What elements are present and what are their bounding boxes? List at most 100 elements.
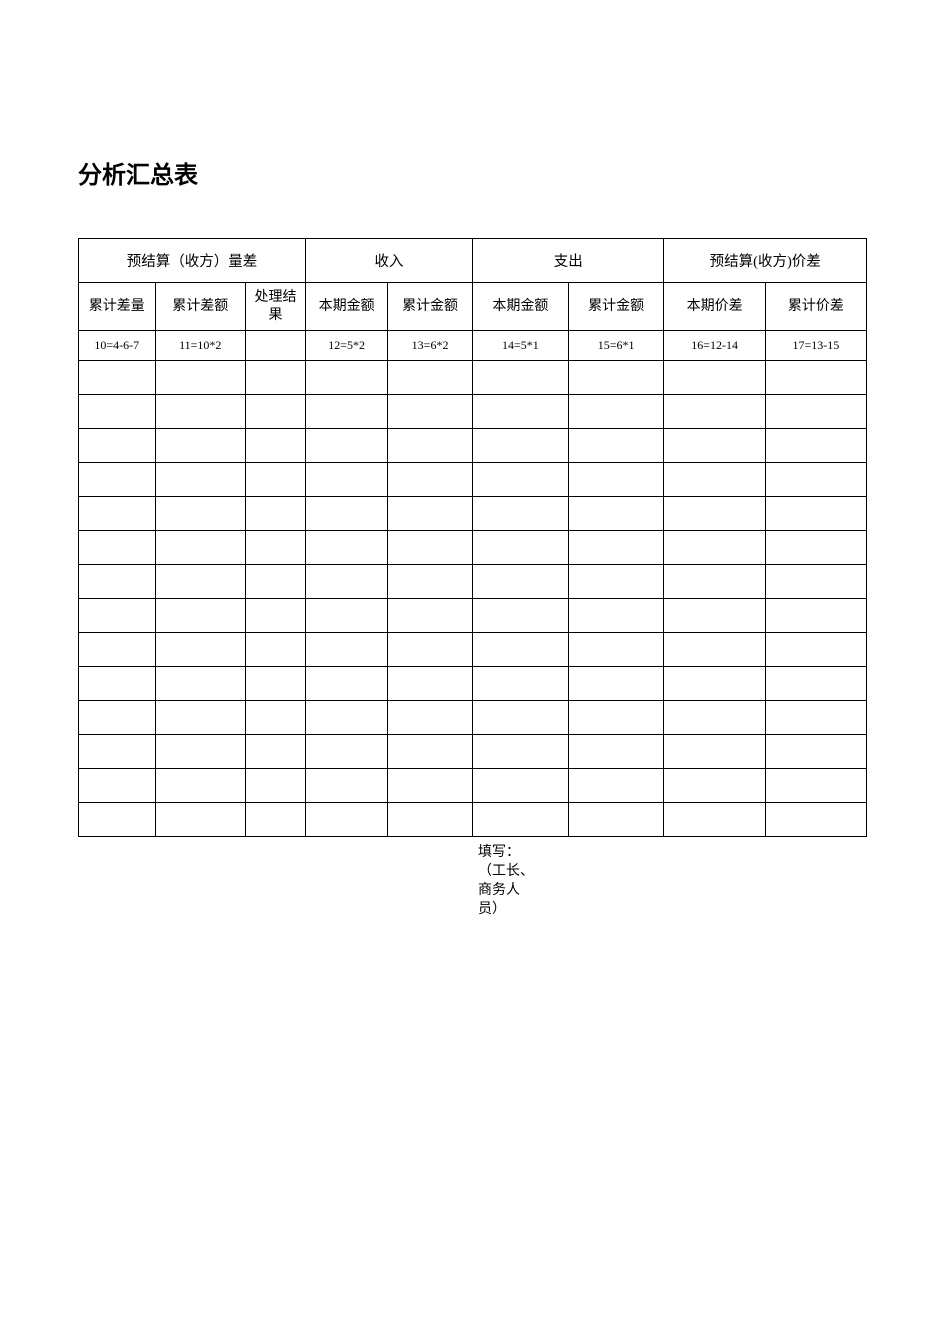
- table-cell: [245, 633, 305, 667]
- table-row: [79, 361, 867, 395]
- table-row: [79, 633, 867, 667]
- formula-cell: [245, 331, 305, 361]
- table-cell: [388, 667, 473, 701]
- table-row: [79, 497, 867, 531]
- table-cell: [664, 599, 765, 633]
- table-cell: [79, 361, 156, 395]
- table-cell: [388, 361, 473, 395]
- table-cell: [306, 395, 388, 429]
- table-cell: [155, 497, 245, 531]
- table-cell: [568, 735, 664, 769]
- table-row: [79, 599, 867, 633]
- table-cell: [388, 803, 473, 837]
- table-cell: [568, 497, 664, 531]
- col-header: 累计差量: [79, 283, 156, 331]
- table-cell: [155, 633, 245, 667]
- table-cell: [664, 395, 765, 429]
- table-cell: [245, 429, 305, 463]
- table-cell: [765, 565, 866, 599]
- table-cell: [155, 361, 245, 395]
- table-cell: [472, 463, 568, 497]
- table-cell: [306, 599, 388, 633]
- table-cell: [155, 395, 245, 429]
- table-cell: [568, 565, 664, 599]
- table-cell: [306, 497, 388, 531]
- col-header: 本期价差: [664, 283, 765, 331]
- table-row: [79, 769, 867, 803]
- table-cell: [155, 565, 245, 599]
- document-page: 分析汇总表 预结算（收方）量差 收入 支出 预结算(收方)价差 累计差量 累计差…: [0, 0, 945, 837]
- table-row: [79, 701, 867, 735]
- page-title: 分析汇总表: [78, 155, 867, 190]
- table-cell: [568, 361, 664, 395]
- formula-cell: 13=6*2: [388, 331, 473, 361]
- table-cell: [568, 599, 664, 633]
- col-header: 累计差额: [155, 283, 245, 331]
- table-cell: [155, 769, 245, 803]
- table-row: [79, 463, 867, 497]
- table-cell: [472, 361, 568, 395]
- table-row: [79, 395, 867, 429]
- table-cell: [388, 633, 473, 667]
- table-cell: [79, 565, 156, 599]
- header-group-row: 预结算（收方）量差 收入 支出 预结算(收方)价差: [79, 239, 867, 283]
- table-cell: [568, 395, 664, 429]
- table-cell: [388, 395, 473, 429]
- table-cell: [472, 497, 568, 531]
- table-cell: [245, 497, 305, 531]
- table-cell: [388, 565, 473, 599]
- table-cell: [245, 599, 305, 633]
- table-cell: [664, 429, 765, 463]
- formula-cell: 17=13-15: [765, 331, 866, 361]
- table-cell: [306, 429, 388, 463]
- summary-table: 预结算（收方）量差 收入 支出 预结算(收方)价差 累计差量 累计差额 处理结果…: [78, 238, 867, 837]
- table-cell: [388, 735, 473, 769]
- table-cell: [388, 429, 473, 463]
- table-cell: [568, 803, 664, 837]
- table-cell: [568, 531, 664, 565]
- table-cell: [765, 769, 866, 803]
- table-cell: [765, 497, 866, 531]
- table-cell: [388, 531, 473, 565]
- table-cell: [306, 769, 388, 803]
- table-cell: [245, 395, 305, 429]
- footer-line: 员）: [478, 901, 550, 920]
- table-cell: [765, 361, 866, 395]
- footer-note: 填写： （工长、 商务人 员）: [478, 844, 550, 920]
- table-cell: [388, 463, 473, 497]
- table-cell: [664, 769, 765, 803]
- table-cell: [765, 803, 866, 837]
- formula-cell: 15=6*1: [568, 331, 664, 361]
- col-header: 本期金额: [472, 283, 568, 331]
- table-cell: [765, 463, 866, 497]
- table-cell: [155, 701, 245, 735]
- footer-line: 填写：: [478, 844, 550, 863]
- table-cell: [79, 395, 156, 429]
- table-cell: [306, 735, 388, 769]
- table-cell: [79, 701, 156, 735]
- group-header-income: 收入: [306, 239, 473, 283]
- table-cell: [155, 531, 245, 565]
- table-cell: [472, 531, 568, 565]
- table-cell: [245, 701, 305, 735]
- table-cell: [664, 735, 765, 769]
- table-cell: [388, 769, 473, 803]
- table-cell: [664, 803, 765, 837]
- table-cell: [568, 667, 664, 701]
- sub-header-row: 累计差量 累计差额 处理结果 本期金额 累计金额 本期金额 累计金额 本期价差 …: [79, 283, 867, 331]
- table-cell: [568, 633, 664, 667]
- table-cell: [79, 599, 156, 633]
- formula-row: 10=4-6-7 11=10*2 12=5*2 13=6*2 14=5*1 15…: [79, 331, 867, 361]
- table-row: [79, 565, 867, 599]
- table-cell: [765, 599, 866, 633]
- table-cell: [79, 803, 156, 837]
- table-row: [79, 531, 867, 565]
- table-cell: [79, 463, 156, 497]
- table-cell: [765, 701, 866, 735]
- col-header: 本期金额: [306, 283, 388, 331]
- table-cell: [472, 667, 568, 701]
- table-cell: [245, 735, 305, 769]
- table-cell: [472, 599, 568, 633]
- table-cell: [79, 531, 156, 565]
- formula-cell: 16=12-14: [664, 331, 765, 361]
